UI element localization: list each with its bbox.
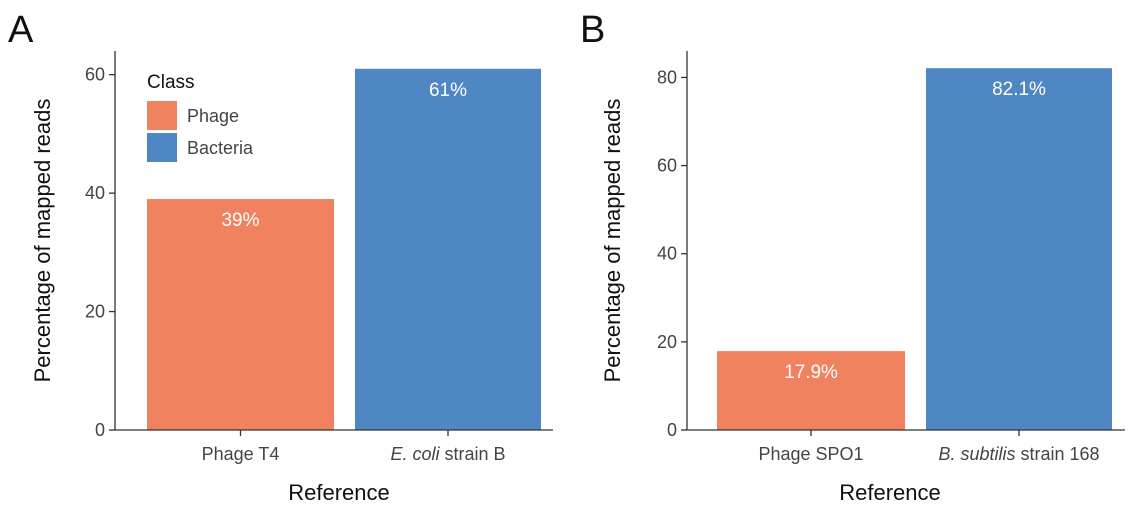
- y-axis-title: Percentage of mapped reads: [30, 99, 55, 383]
- chart-panel-b: B 17.9% 82.1% 0 20 40 60 80 Phage SPO1 B. subtili…: [580, 9, 1125, 505]
- bar-data-label: 17.9%: [784, 362, 838, 383]
- x-tick-label-italic: B. subtilis: [938, 444, 1015, 464]
- x-tick-label-text: Phage T4: [202, 444, 280, 464]
- y-tick-label: 20: [85, 302, 105, 322]
- y-tick-label: 0: [667, 420, 677, 440]
- y-tick-label: 0: [95, 420, 105, 440]
- legend-title: Class: [147, 72, 195, 93]
- x-tick-label-text: Phage SPO1: [758, 444, 863, 464]
- bar-data-label: 82.1%: [992, 79, 1046, 100]
- y-tick-label: 40: [657, 244, 677, 264]
- bar-data-label: 61%: [429, 80, 467, 101]
- legend: Class Phage Bacteria: [147, 72, 254, 162]
- x-axis-title: Reference: [839, 480, 941, 505]
- panel-letter: A: [8, 9, 34, 51]
- y-tick-label: 60: [657, 156, 677, 176]
- legend-swatch-bacteria: [147, 133, 177, 162]
- panel-letter: B: [580, 9, 605, 51]
- x-tick-label: Phage SPO1: [758, 444, 863, 464]
- bar-data-label: 39%: [221, 210, 259, 231]
- bar-bacteria: [355, 68, 541, 430]
- x-tick-label-text: strain 168: [1015, 444, 1099, 464]
- legend-label: Bacteria: [187, 138, 254, 158]
- x-tick-label: B. subtilis strain 168: [938, 444, 1099, 464]
- x-tick-label: Phage T4: [202, 444, 280, 464]
- x-tick-label-italic: E. coli: [390, 444, 440, 464]
- y-tick-label: 20: [657, 332, 677, 352]
- x-tick-label: E. coli strain B: [390, 444, 505, 464]
- legend-label: Phage: [187, 106, 239, 126]
- y-tick-label: 60: [85, 65, 105, 85]
- y-tick-label: 80: [657, 67, 677, 87]
- y-tick-label: 40: [85, 183, 105, 203]
- legend-swatch-phage: [147, 101, 177, 130]
- x-tick-label-text: strain B: [440, 444, 506, 464]
- bar-phage: [147, 199, 334, 430]
- y-axis-title: Percentage of mapped reads: [600, 99, 625, 383]
- x-axis-title: Reference: [288, 480, 390, 505]
- bar-phage: [717, 351, 905, 430]
- bar-bacteria: [926, 68, 1112, 431]
